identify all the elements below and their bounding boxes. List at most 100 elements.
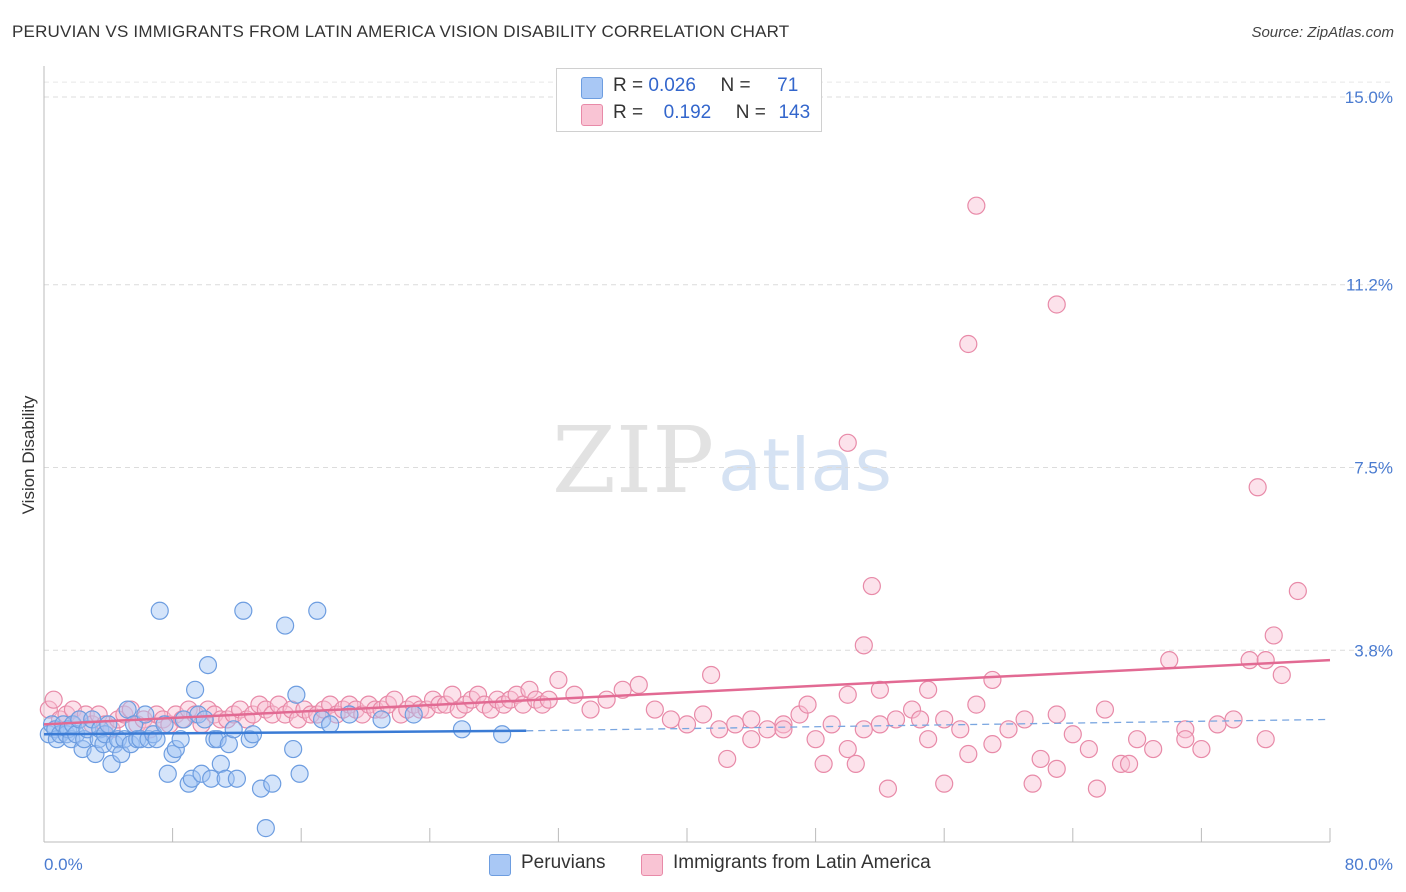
peruvian-point (171, 730, 190, 749)
peruvian-point (372, 710, 391, 729)
series-swatch-peruvians (489, 854, 511, 876)
peruvian-point (163, 744, 182, 764)
immigrant-point (597, 690, 616, 709)
immigrant-point (854, 636, 873, 655)
immigrant-point (1119, 754, 1139, 774)
immigrant-point (629, 675, 648, 694)
immigrant-point (726, 715, 745, 734)
immigrant-point (1031, 749, 1050, 769)
x-tick-label: 80.0% (1345, 855, 1393, 874)
peruvian-point (290, 764, 309, 783)
immigrant-point (910, 710, 930, 729)
immigrant-point (520, 680, 539, 699)
immigrant-point (581, 700, 600, 719)
immigrant-point (870, 715, 890, 734)
immigrant-point (645, 700, 664, 719)
trend-lines (43, 658, 1331, 736)
peruvians-trend-extension (526, 718, 1331, 732)
legend-swatch-immigrants (581, 104, 603, 126)
immigrant-point (967, 196, 986, 215)
immigrant-point (742, 730, 761, 749)
immigrant-point (661, 710, 681, 729)
series-label-peruvians: Peruvians (521, 852, 606, 873)
y-tick-label: 3.8% (1354, 641, 1393, 660)
watermark: ZIP atlas (552, 407, 892, 514)
immigrant-point (710, 720, 729, 739)
x-tick-label: 0.0% (44, 855, 83, 874)
peruvian-point (174, 710, 193, 729)
immigrant-point (951, 720, 970, 739)
immigrant-point (1087, 779, 1107, 798)
peruvian-point (224, 720, 243, 739)
peruvian-point (102, 754, 121, 774)
immigrant-point (1240, 651, 1259, 670)
peruvian-point (208, 730, 227, 749)
peruvian-point (308, 601, 327, 620)
immigrant-point (1063, 725, 1082, 744)
immigrant-point (806, 730, 825, 749)
legend-r-value: 0.192 (663, 102, 712, 123)
immigrant-point (1047, 295, 1066, 314)
immigrant-point (935, 710, 954, 729)
immigrant-point (1047, 705, 1066, 724)
stats-legend: R = 0.026 N = 71 R = 0.192 N = 143 (556, 68, 822, 132)
immigrant-point (1023, 774, 1042, 793)
immigrant-point (1015, 710, 1034, 729)
immigrant-point (838, 685, 857, 704)
series-legend: Peruvians Immigrants from Latin America (0, 852, 1406, 878)
peruvian-point (227, 769, 246, 788)
immigrant-point (919, 730, 938, 749)
legend-n-value: 143 (778, 102, 811, 123)
peruvian-point (256, 819, 275, 838)
x-tick-labels: 0.0% 80.0% (44, 855, 1393, 874)
immigrant-point (774, 715, 793, 734)
immigrant-point (718, 749, 737, 769)
immigrant-point (878, 779, 898, 798)
peruvian-point (240, 730, 259, 749)
immigrant-point (1176, 730, 1195, 749)
immigrant-point (742, 710, 761, 729)
immigrant-point (1264, 626, 1283, 645)
immigrant-point (1127, 730, 1147, 749)
immigrant-point (814, 754, 833, 774)
y-tick-label: 11.2% (1346, 276, 1393, 295)
watermark-atlas: atlas (718, 423, 892, 507)
immigrant-point (1224, 710, 1243, 729)
legend-r-label: R = (613, 102, 644, 123)
immigrant-point (1208, 715, 1227, 734)
immigrant-point (702, 665, 721, 685)
immigrant-point (774, 720, 793, 739)
y-tick-label: 15.0% (1345, 88, 1393, 107)
peruvian-point (198, 655, 218, 675)
legend-text-peruvians: R = 0.026 N = 71 (613, 75, 798, 97)
immigrant-point (1192, 739, 1211, 759)
axes (43, 66, 1331, 843)
immigrant-point (1047, 759, 1066, 778)
legend-r-label: R = (613, 75, 644, 96)
source-label: Source: ZipAtlas.com (1251, 24, 1394, 41)
immigrants-trend-line (43, 658, 1331, 726)
immigrant-point (758, 720, 777, 739)
immigrant-point (935, 774, 954, 793)
immigrant-point (1079, 739, 1098, 759)
peruvian-point (202, 769, 221, 788)
immigrant-point (1095, 700, 1115, 719)
peruvian-point (276, 616, 295, 635)
peruvian-point (112, 744, 131, 764)
series-swatch-immigrants (641, 854, 663, 876)
y-tick-labels: 3.8% 7.5% 11.2% 15.0% (1345, 88, 1393, 660)
chart-title: PERUVIAN VS IMMIGRANTS FROM LATIN AMERIC… (12, 22, 790, 41)
peruvian-point (182, 769, 201, 788)
peruvians-trend-line (43, 729, 527, 736)
immigrant-point (846, 754, 865, 774)
immigrant-point (1248, 478, 1267, 497)
legend-n-value: 71 (777, 75, 799, 96)
peruvian-point (251, 779, 271, 798)
immigrant-point (959, 334, 978, 354)
immigrant-point (1144, 739, 1163, 759)
immigrant-point (798, 695, 817, 714)
immigrant-point (693, 705, 713, 724)
immigrant-point (565, 685, 584, 704)
immigrant-point (1272, 665, 1291, 685)
gridlines (44, 81, 1392, 651)
